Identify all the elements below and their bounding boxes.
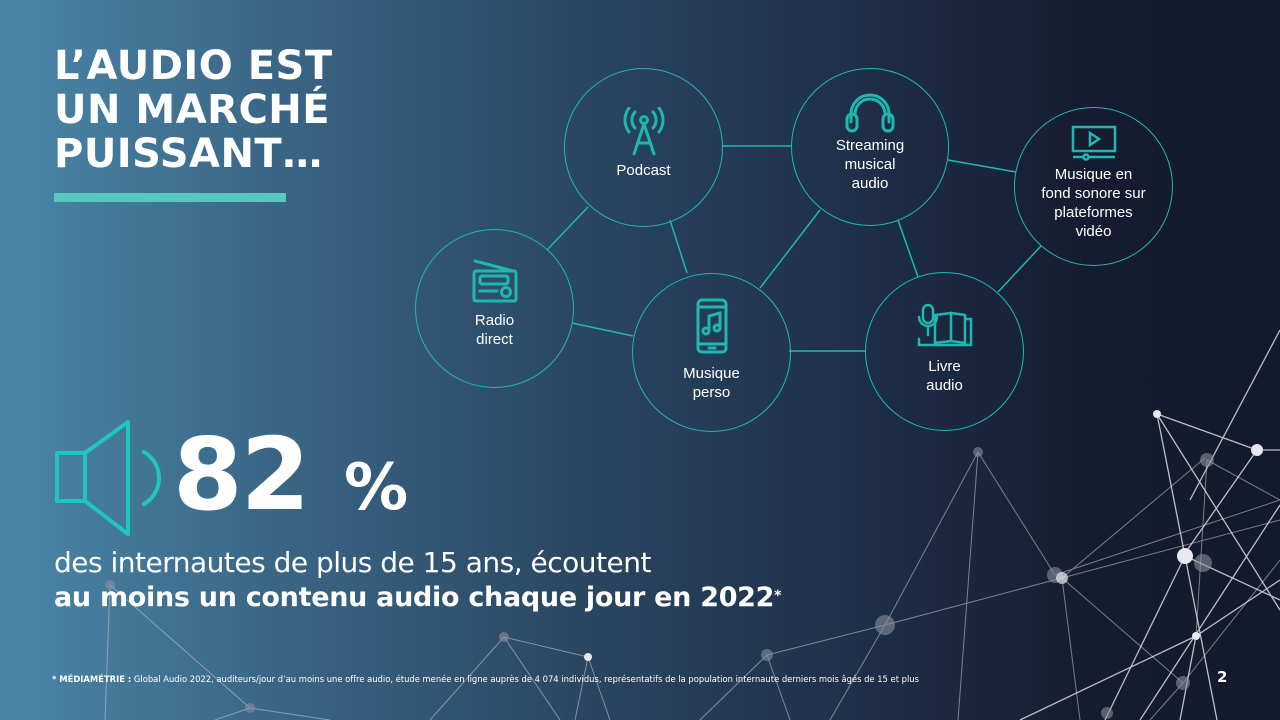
node-label: Streaming musical audio <box>835 136 905 192</box>
footnote-source: * MÉDIAMÉTRIE : <box>52 674 132 684</box>
title-line: L’AUDIO EST <box>54 43 333 89</box>
node-livre-audio: Livre audio <box>865 272 1024 431</box>
antenna-tower-icon <box>623 107 664 156</box>
footnote: * MÉDIAMÉTRIE : Global Audio 2022, audit… <box>52 673 919 685</box>
mic-book-icon <box>917 303 972 346</box>
stat-unit: % <box>344 451 409 525</box>
stat-description-line2: au moins un contenu audio chaque jour en… <box>54 580 781 616</box>
title-line: PUISSANT… <box>54 131 323 177</box>
node-label: Musique perso <box>683 364 740 401</box>
node-label: Podcast <box>616 162 671 179</box>
node-label: Livre audio <box>926 357 963 394</box>
headphones-icon <box>845 93 895 132</box>
stat-value: 82 <box>173 416 310 533</box>
title-line: UN MARCHÉ <box>54 87 331 133</box>
node-radio-direct: Radio direct <box>415 229 574 388</box>
title-underline-bar <box>54 193 286 202</box>
speaker-icon <box>55 420 162 536</box>
node-musique-perso: Musique perso <box>632 273 791 432</box>
node-label: Radio direct <box>474 311 515 348</box>
node-musique-plateformes-video: Musique en fond sonore sur plateformes v… <box>1014 107 1173 266</box>
node-streaming-musical: Streaming musical audio <box>791 68 949 226</box>
page-number: 2 <box>1217 668 1228 686</box>
radio-icon <box>472 259 517 302</box>
slide-title: L’AUDIO EST UN MARCHÉ PUISSANT… <box>54 44 333 176</box>
video-player-icon <box>1071 125 1116 161</box>
node-label: Musique en fond sonore sur plateformes v… <box>1041 165 1146 240</box>
node-podcast: Podcast <box>564 68 723 227</box>
stat-description-line1: des internautes de plus de 15 ans, écout… <box>54 546 651 579</box>
footnote-text: Global Audio 2022, auditeurs/jour d’au m… <box>131 674 919 684</box>
stat-description-line2-text: au moins un contenu audio chaque jour en… <box>54 582 775 613</box>
phone-music-icon <box>696 298 727 353</box>
footnote-marker: * <box>774 588 782 604</box>
